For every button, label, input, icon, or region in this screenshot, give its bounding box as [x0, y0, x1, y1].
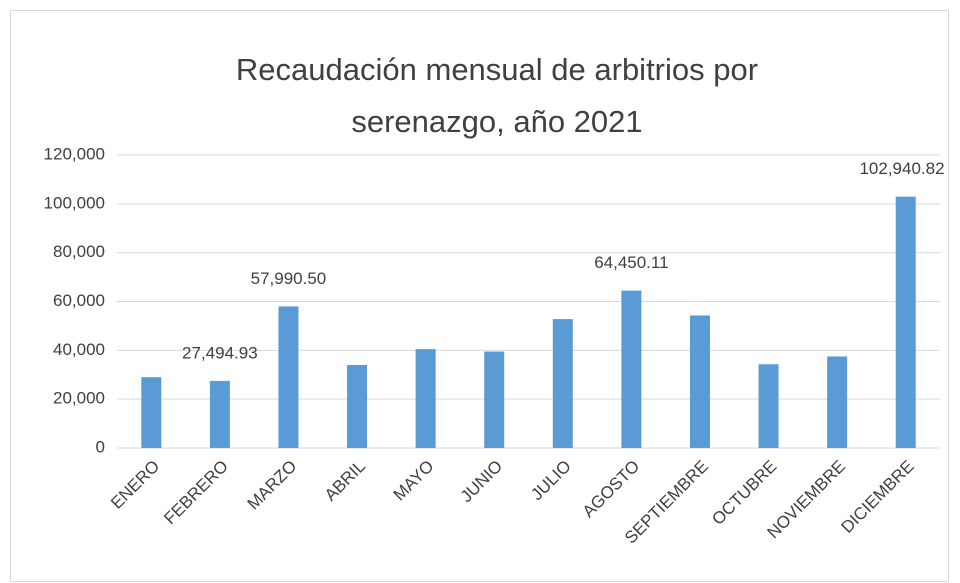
x-tick-label: FEBRERO	[160, 457, 232, 529]
x-tick-label: MARZO	[244, 457, 301, 514]
bar	[141, 377, 162, 448]
bar	[827, 356, 848, 448]
x-tick-label: AGOSTO	[579, 457, 644, 522]
bar	[895, 196, 916, 448]
data-label: 64,450.11	[594, 253, 668, 272]
x-tick-label: JULIO	[527, 457, 575, 505]
y-tick-label: 120,000	[44, 144, 105, 163]
bar	[347, 364, 368, 448]
x-tick-label: ABRIL	[321, 457, 369, 505]
data-label: 27,494.93	[182, 343, 258, 362]
data-label: 57,990.50	[251, 269, 327, 288]
chart-title: Recaudación mensual de arbitrios por ser…	[235, 52, 759, 139]
x-tick-label: JUNIO	[457, 457, 506, 506]
y-tick-label: 80,000	[53, 242, 105, 261]
bar	[278, 306, 299, 448]
y-tick-label: 0	[96, 437, 105, 456]
chart-frame	[10, 10, 949, 582]
y-tick-label: 40,000	[53, 340, 105, 359]
bar	[209, 380, 230, 448]
x-tick-label: OCTUBRE	[708, 457, 780, 529]
bar	[552, 319, 573, 448]
y-tick-label: 100,000	[44, 193, 105, 212]
x-tick-label: MAYO	[390, 457, 438, 505]
x-tick-label: ENERO	[107, 457, 163, 513]
y-tick-label: 60,000	[53, 291, 105, 310]
bar	[758, 364, 779, 448]
data-label: 102,940.82	[859, 159, 944, 178]
x-tick-label: DICIEMBRE	[837, 457, 917, 537]
bar	[689, 315, 710, 448]
bar	[484, 351, 505, 448]
y-tick-label: 20,000	[53, 389, 105, 408]
bar	[415, 349, 436, 448]
bar	[621, 290, 642, 448]
